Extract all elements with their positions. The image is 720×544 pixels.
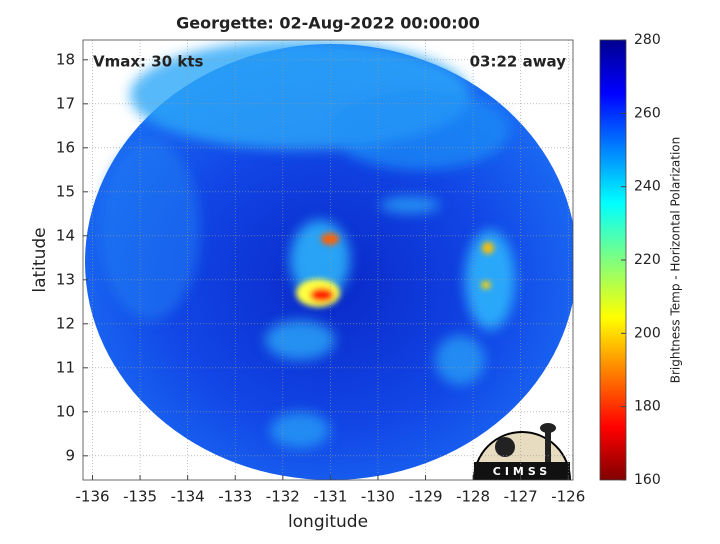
x-tick-label: -127 xyxy=(504,488,538,506)
x-tick-label: -130 xyxy=(361,488,395,506)
x-tick-label: -129 xyxy=(409,488,443,506)
y-tick-label: 14 xyxy=(56,226,75,244)
y-tick-label: 9 xyxy=(65,446,75,464)
x-tick-label: -134 xyxy=(171,488,205,506)
y-tick-label: 18 xyxy=(56,50,75,68)
colorbar-tick-label: 160 xyxy=(634,472,661,488)
x-tick-label: -131 xyxy=(313,488,347,506)
x-tick-label: -132 xyxy=(266,488,300,506)
colorbar-label: Brightness Temp - Horizontal Polarizatio… xyxy=(669,137,683,384)
y-tick-label: 10 xyxy=(56,402,75,420)
colorbar-tick-label: 200 xyxy=(634,325,661,341)
colorbar-tick-label: 260 xyxy=(634,105,661,121)
y-tick-label: 15 xyxy=(56,182,75,200)
annotation: Vmax: 30 kts xyxy=(93,53,203,71)
y-tick-label: 16 xyxy=(56,138,75,156)
colorbar-tick-label: 240 xyxy=(634,179,661,195)
x-tick-label: -128 xyxy=(456,488,490,506)
annotation: 03:22 away xyxy=(470,53,567,71)
chart-title: Georgette: 02-Aug-2022 00:00:00 xyxy=(176,14,480,33)
y-tick-label: 12 xyxy=(56,314,75,332)
axes-box xyxy=(82,39,574,481)
x-axis-label: longitude xyxy=(288,512,368,532)
colorbar-tick-label: 180 xyxy=(634,399,661,415)
y-tick-label: 13 xyxy=(56,270,75,288)
colorbar-tick-label: 220 xyxy=(634,252,661,268)
x-tick-label: -136 xyxy=(75,488,109,506)
logo-text: CIMSS xyxy=(493,465,551,478)
y-tick-label: 11 xyxy=(56,358,75,376)
x-tick-label: -133 xyxy=(218,488,252,506)
y-tick-label: 17 xyxy=(56,94,75,112)
colorbar-tick-label: 280 xyxy=(634,32,661,48)
y-axis-label: latitude xyxy=(30,227,50,292)
x-tick-label: -126 xyxy=(551,488,585,506)
x-tick-label: -135 xyxy=(123,488,157,506)
